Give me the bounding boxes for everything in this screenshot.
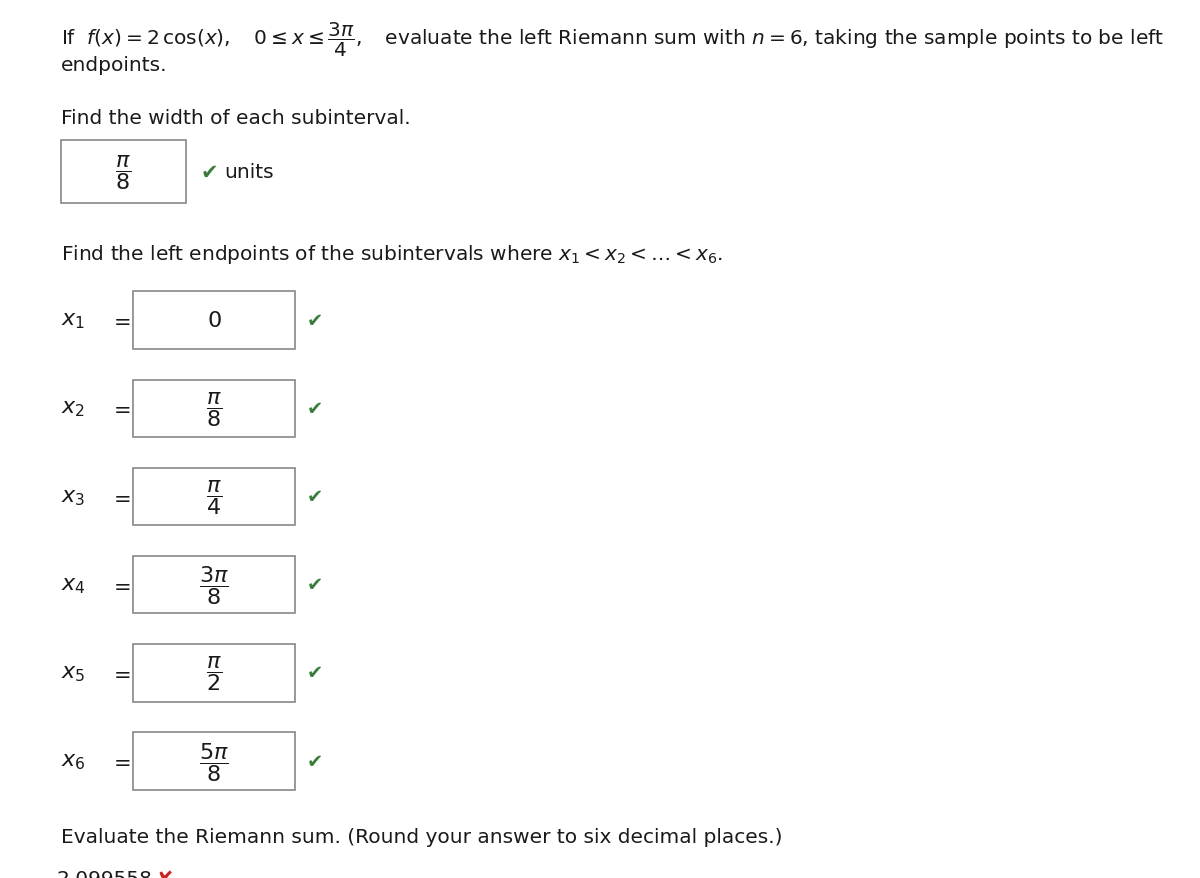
Text: ✔: ✔ xyxy=(307,664,323,682)
Text: ✔: ✔ xyxy=(307,752,323,771)
Bar xyxy=(133,557,295,614)
Text: $=$: $=$ xyxy=(109,663,131,683)
Bar xyxy=(60,141,186,204)
Text: Evaluate the Riemann sum. (Round your answer to six decimal places.): Evaluate the Riemann sum. (Round your an… xyxy=(60,827,782,846)
Text: $\dfrac{\pi}{8}$: $\dfrac{\pi}{8}$ xyxy=(206,390,222,428)
Text: 2.099558: 2.099558 xyxy=(56,869,152,878)
Text: $x_6$: $x_6$ xyxy=(60,752,85,771)
Bar xyxy=(133,292,295,349)
Text: $=$: $=$ xyxy=(109,311,131,331)
Text: $\dfrac{5\pi}{8}$: $\dfrac{5\pi}{8}$ xyxy=(199,740,229,782)
Text: $x_1$: $x_1$ xyxy=(60,311,85,331)
Bar xyxy=(133,468,295,526)
Text: If  $f(x) = 2\,\mathrm{cos}(x),\quad 0 \leq x \leq \dfrac{3\pi}{4},$   evaluate : If $f(x) = 2\,\mathrm{cos}(x),\quad 0 \l… xyxy=(60,20,1164,59)
Text: endpoints.: endpoints. xyxy=(60,55,167,75)
Text: ✘: ✘ xyxy=(156,869,173,878)
Text: $x_4$: $x_4$ xyxy=(60,575,85,595)
Text: $=$: $=$ xyxy=(109,399,131,419)
Bar xyxy=(133,732,295,790)
Text: ✔: ✔ xyxy=(307,487,323,507)
Text: $=$: $=$ xyxy=(109,575,131,595)
Text: ✔: ✔ xyxy=(200,162,217,183)
Text: $x_5$: $x_5$ xyxy=(60,663,85,683)
Text: units: units xyxy=(224,163,274,182)
Text: ✔: ✔ xyxy=(307,312,323,330)
Text: ✔: ✔ xyxy=(307,399,323,418)
Bar xyxy=(60,862,149,878)
Text: $x_3$: $x_3$ xyxy=(60,487,85,507)
Text: $\dfrac{\pi}{2}$: $\dfrac{\pi}{2}$ xyxy=(206,653,222,693)
Text: Find the left endpoints of the subintervals where $x_1 < x_2 < \ldots < x_6.$: Find the left endpoints of the subinterv… xyxy=(60,243,722,266)
Text: $x_2$: $x_2$ xyxy=(60,399,84,419)
Bar xyxy=(133,644,295,702)
Bar xyxy=(133,380,295,437)
Text: ✔: ✔ xyxy=(307,575,323,594)
Text: $\dfrac{\pi}{4}$: $\dfrac{\pi}{4}$ xyxy=(206,478,222,516)
Text: $0$: $0$ xyxy=(206,311,221,331)
Text: Find the width of each subinterval.: Find the width of each subinterval. xyxy=(60,109,410,127)
Text: $\dfrac{3\pi}{8}$: $\dfrac{3\pi}{8}$ xyxy=(199,564,229,607)
Text: $=$: $=$ xyxy=(109,487,131,507)
Text: $\dfrac{\pi}{8}$: $\dfrac{\pi}{8}$ xyxy=(115,153,131,192)
Text: $=$: $=$ xyxy=(109,752,131,771)
